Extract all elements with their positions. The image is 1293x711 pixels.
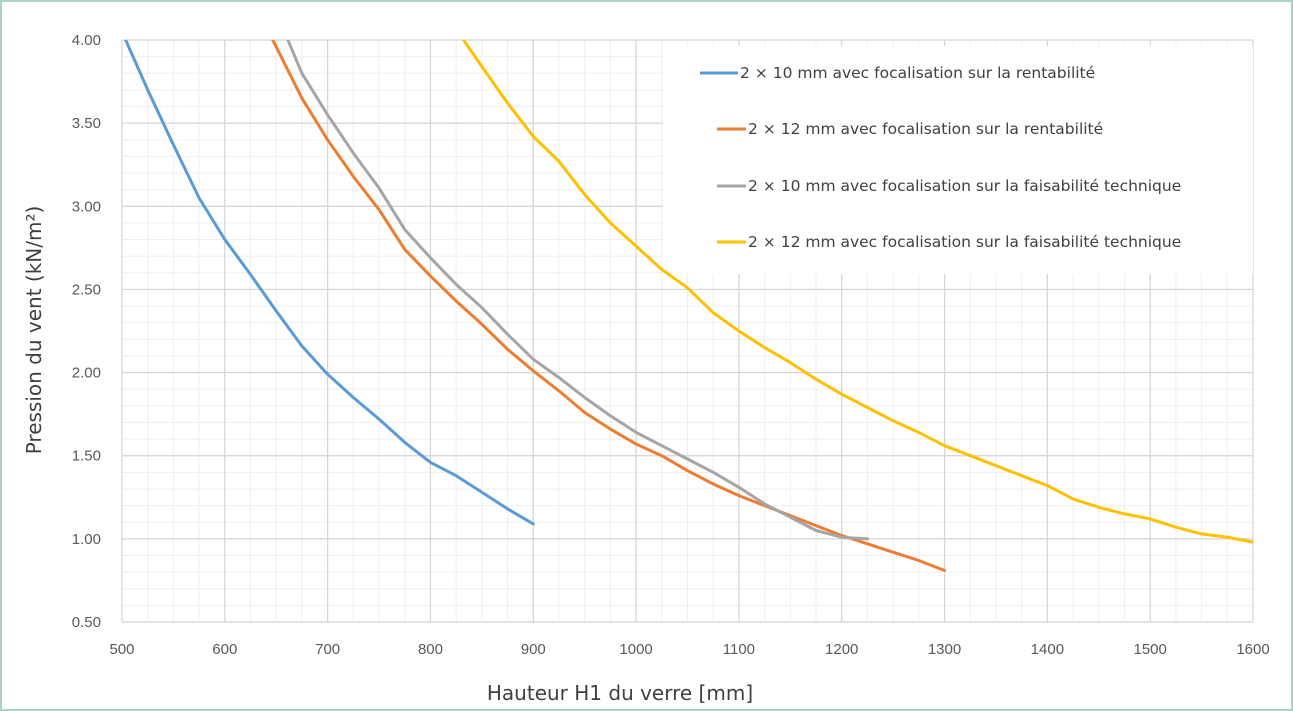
legend-background — [663, 46, 1253, 274]
y-axis-tick-labels: 0.50 1.00 1.50 2.00 2.50 3.00 3.50 4.00 — [72, 32, 101, 631]
x-tick-label: 1400 — [1031, 641, 1064, 658]
x-tick-label: 800 — [418, 641, 443, 658]
x-tick-label: 600 — [212, 641, 237, 658]
series-line-3 — [286, 40, 869, 541]
y-tick-label: 3.00 — [72, 198, 101, 215]
y-tick-label: 1.50 — [72, 448, 101, 465]
x-axis-tick-labels: 500 600 700 800 900 1000 1100 1200 1300 1400 1500 1… — [109, 641, 1269, 658]
legend-label-3: 2 × 10 mm avec focalisation sur la faisa… — [748, 177, 1181, 195]
x-tick-label: 700 — [315, 641, 340, 658]
x-tick-label: 1500 — [1133, 641, 1166, 658]
y-tick-label: 3.50 — [72, 115, 101, 132]
series-lines — [124, 40, 1253, 572]
x-tick-label: 1200 — [825, 641, 858, 658]
y-tick-label: 1.00 — [72, 531, 101, 548]
x-tick-label: 900 — [521, 641, 546, 658]
y-tick-label: 0.50 — [72, 614, 101, 631]
legend-label-1: 2 × 10 mm avec focalisation sur la renta… — [740, 64, 1095, 82]
legend-label-2: 2 × 12 mm avec focalisation sur la renta… — [748, 120, 1103, 138]
series-line-1 — [124, 40, 535, 526]
x-tick-label: 1300 — [928, 641, 961, 658]
x-axis-label: Hauteur H1 du verre [mm] — [487, 681, 753, 705]
series-line-4 — [461, 40, 1253, 544]
legend: 2 × 10 mm avec focalisation sur la renta… — [700, 64, 1181, 251]
series-line-2 — [271, 40, 946, 572]
x-tick-label: 1000 — [619, 641, 652, 658]
y-axis-label: Pression du vent (kN/m²) — [22, 206, 46, 455]
x-tick-label: 1100 — [723, 641, 755, 658]
x-tick-label: 1600 — [1236, 641, 1269, 658]
y-tick-label: 4.00 — [72, 32, 101, 49]
legend-label-4: 2 × 12 mm avec focalisation sur la faisa… — [748, 233, 1181, 251]
y-tick-label: 2.50 — [72, 281, 101, 298]
x-tick-label: 500 — [109, 641, 134, 658]
y-tick-label: 2.00 — [72, 365, 101, 382]
